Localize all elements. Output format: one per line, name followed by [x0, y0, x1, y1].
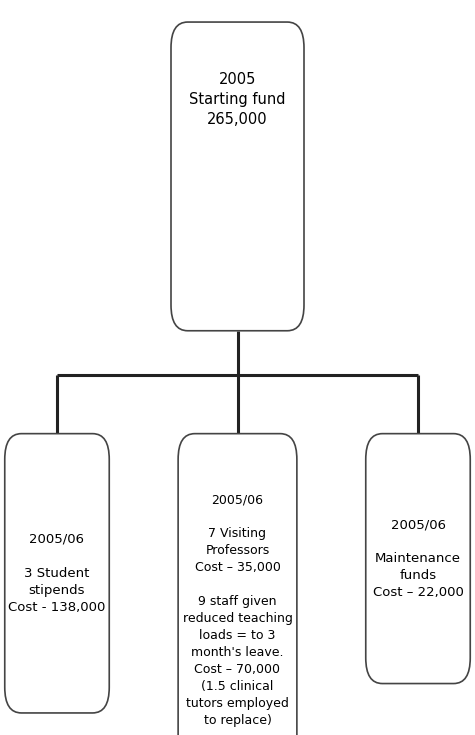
FancyBboxPatch shape: [171, 22, 304, 331]
Text: 2005/06

7 Visiting
Professors
Cost – 35,000

9 staff given
reduced teaching
loa: 2005/06 7 Visiting Professors Cost – 35,…: [182, 493, 293, 727]
FancyBboxPatch shape: [178, 434, 297, 735]
FancyBboxPatch shape: [5, 434, 109, 713]
Text: 2005/06

3 Student
stipends
Cost - 138,000: 2005/06 3 Student stipends Cost - 138,00…: [8, 533, 105, 614]
FancyBboxPatch shape: [366, 434, 470, 684]
Text: 2005/06

Maintenance
funds
Cost – 22,000: 2005/06 Maintenance funds Cost – 22,000: [372, 518, 464, 599]
Text: 2005
Starting fund
265,000: 2005 Starting fund 265,000: [189, 72, 286, 126]
